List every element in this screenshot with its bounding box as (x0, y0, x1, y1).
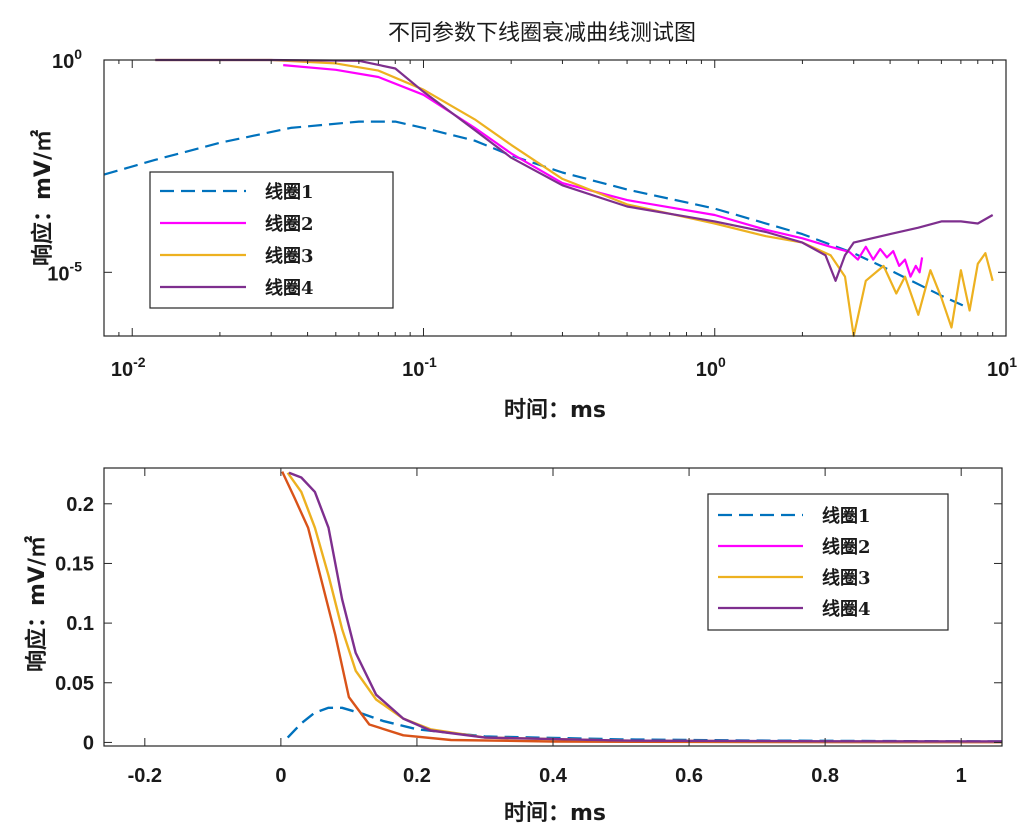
bottom-x-tick-label: 1 (956, 765, 967, 787)
bottom-x-tick-label: 0.8 (811, 765, 839, 787)
top-y-tick-label: 10-5 (47, 258, 82, 285)
top-legend-label: 线圈2 (265, 213, 314, 235)
top-x-tick-label: 100 (696, 354, 726, 381)
chart-title: 不同参数下线圈衰减曲线测试图 (388, 21, 696, 46)
top-series-line-3 (155, 58, 994, 338)
top-legend-entries: 线圈1 线圈2 线圈3 线圈4 (160, 181, 314, 299)
bottom-legend-label: 线圈4 (822, 598, 871, 620)
bottom-y-tick-label: 0.1 (66, 613, 94, 635)
bottom-series-group (281, 471, 1003, 744)
top-legend-label: 线圈3 (265, 245, 314, 267)
bottom-ticks: -0.2 0 0.2 0.4 0.6 0.8 1 0 0.05 0.1 0.15 0.2 (55, 468, 1002, 787)
top-series-line-4 (155, 58, 994, 282)
top-y-axis-label: 响应：mV/㎡ (30, 130, 56, 266)
bottom-legend-label: 线圈3 (822, 567, 871, 589)
top-legend: 线圈1 线圈2 线圈3 线圈4 (149, 171, 394, 309)
top-series-line-2 (283, 64, 924, 278)
top-series-group (103, 58, 994, 338)
bottom-x-tick-label: 0.2 (403, 765, 431, 787)
top-x-tick-label: 101 (987, 354, 1017, 381)
top-ticks: 10-2 10-1 100 101 100 10-5 (47, 46, 1017, 381)
top-plot-frame (103, 59, 1007, 337)
bottom-x-tick-label: 0.6 (675, 765, 703, 787)
top-legend-box (149, 171, 394, 309)
bottom-x-tick-label: 0 (275, 765, 286, 787)
bottom-y-axis-label: 响应：mV/㎡ (24, 536, 50, 672)
top-x-tick-label: 10-2 (111, 354, 146, 381)
bottom-legend-label: 线圈2 (822, 536, 871, 558)
top-x-axis-label: 时间：ms (504, 398, 606, 423)
top-legend-label: 线圈1 (265, 181, 314, 203)
bottom-series-line-5 (288, 471, 1003, 743)
top-series-line-1 (103, 120, 971, 310)
top-y-tick-label: 100 (52, 46, 82, 73)
bottom-x-tick-label: 0.4 (539, 765, 568, 787)
bottom-x-tick-label: -0.2 (128, 765, 162, 787)
bottom-y-tick-label: 0 (83, 732, 94, 754)
bottom-y-tick-label: 0.05 (55, 673, 94, 695)
bottom-legend: 线圈1 线圈2 线圈3 线圈4 (707, 493, 949, 631)
bottom-legend-label: 线圈1 (822, 505, 871, 527)
top-legend-label: 线圈4 (265, 277, 314, 299)
bottom-plot: -0.2 0 0.2 0.4 0.6 0.8 100.050.10.150.2 时间：ms … (24, 467, 1003, 826)
bottom-series-line-3 (281, 471, 1003, 744)
bottom-y-tick-label: 0.15 (55, 553, 94, 575)
bottom-x-axis-label: 时间：ms (504, 801, 606, 826)
bottom-legend-entries: 线圈1 线圈2 线圈3 线圈4 (718, 505, 871, 620)
top-x-tick-label: 10-1 (402, 354, 437, 381)
bottom-y-tick-label: 0.2 (66, 494, 94, 516)
